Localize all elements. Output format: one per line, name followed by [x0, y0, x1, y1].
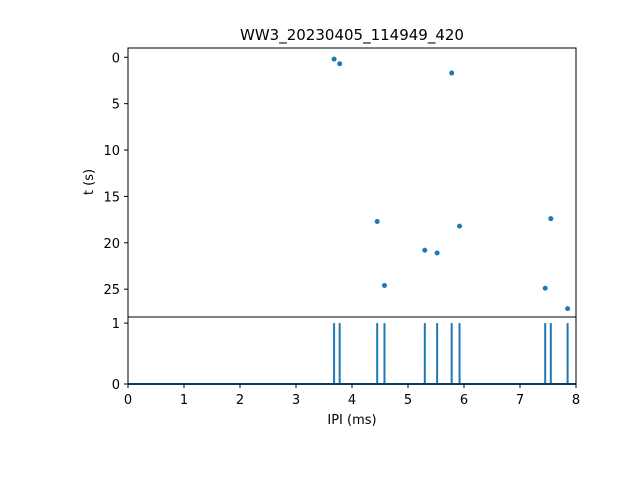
spike-x-ticks: 0 1 2 3 4 5 6 7 8	[124, 384, 580, 408]
scatter-point	[457, 223, 463, 229]
scatter-point	[381, 282, 387, 288]
spike-plot-frame	[127, 316, 577, 385]
spike-x-tick-label: 5	[404, 393, 412, 408]
spike-x-tick-label: 4	[348, 393, 356, 408]
scatter-point	[337, 61, 343, 67]
scatter-y-tick-label: 15	[103, 190, 120, 205]
scatter-point	[422, 247, 428, 253]
scatter-y-tick-label: 0	[112, 51, 120, 66]
scatter-point	[449, 70, 455, 76]
spike-x-axis-label: IPI (ms)	[327, 413, 376, 428]
scatter-points	[331, 56, 571, 312]
scatter-y-ticks: 0 5 10 15 20 25	[103, 51, 128, 298]
spike-x-tick-label: 6	[460, 393, 468, 408]
scatter-point	[548, 216, 554, 222]
spike-x-tick-label: 2	[236, 393, 244, 408]
spike-y-tick-label: 1	[112, 317, 120, 332]
scatter-y-axis-label: t (s)	[82, 169, 97, 195]
scatter-y-tick-label: 20	[103, 237, 120, 252]
scatter-axes: 0 5 10 15 20 25 WW3_20230405_114949_420 t (s)	[82, 26, 577, 318]
spike-x-tick-label: 3	[292, 393, 300, 408]
spike-x-tick-label: 0	[124, 393, 132, 408]
spike-y-ticks: 01	[112, 317, 128, 393]
scatter-point	[434, 250, 440, 256]
scatter-y-tick-label: 10	[103, 144, 120, 159]
scatter-y-tick-label: 25	[103, 283, 120, 298]
spike-x-tick-label: 1	[180, 393, 188, 408]
scatter-y-tick-label: 5	[112, 98, 120, 113]
spike-y-tick-label: 0	[112, 378, 120, 393]
spike-lines	[128, 323, 576, 385]
scatter-point	[331, 56, 337, 62]
scatter-point	[374, 218, 380, 224]
scatter-plot-frame	[127, 47, 577, 318]
scatter-point	[542, 285, 548, 291]
spike-x-tick-label: 7	[516, 393, 524, 408]
chart-title: WW3_20230405_114949_420	[240, 26, 464, 45]
scatter-point	[565, 306, 571, 312]
spike-x-tick-label: 8	[572, 393, 580, 408]
